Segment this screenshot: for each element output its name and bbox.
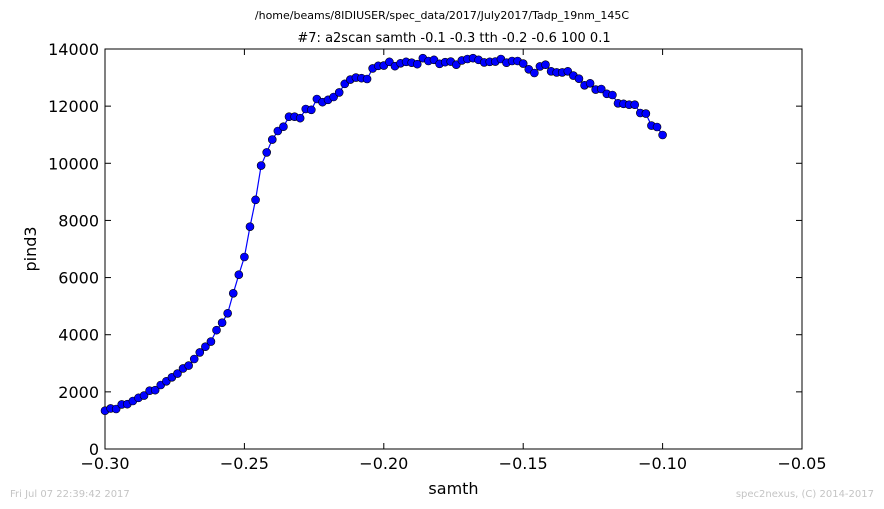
data-point [201, 342, 210, 352]
data-point [189, 354, 199, 364]
x-axis-label: samth [428, 479, 478, 498]
data-point [139, 391, 149, 400]
y-tick-label: 0 [89, 440, 99, 459]
x-tick-label: −0.10 [638, 454, 687, 473]
x-tick-label: −0.15 [499, 454, 548, 473]
data-point [630, 100, 640, 110]
y-tick-label: 2000 [58, 383, 99, 402]
data-point [295, 113, 305, 123]
data-point [412, 59, 422, 69]
data-point [195, 348, 205, 357]
data-point [307, 105, 316, 115]
axis-ticks [104, 48, 803, 450]
plot-frame [104, 48, 803, 450]
data-point [334, 88, 344, 97]
data-point [279, 122, 288, 132]
footer-timestamp: Fri Jul 07 22:39:42 2017 [10, 489, 130, 500]
data-point [362, 74, 372, 84]
data-point [574, 74, 584, 84]
data-point [641, 109, 651, 118]
series-line [104, 57, 664, 412]
data-point [245, 222, 255, 232]
x-tick-label: −0.05 [777, 454, 826, 473]
y-tick-label: 14000 [48, 40, 99, 59]
y-tick-label: 4000 [58, 326, 99, 345]
x-tick-label: −0.25 [220, 454, 269, 473]
y-axis-label: pind3 [21, 226, 40, 271]
y-tick-label: 8000 [58, 211, 99, 230]
data-point [652, 122, 662, 132]
data-point [206, 337, 216, 346]
data-point [251, 195, 260, 205]
data-point [150, 385, 160, 395]
data-point [240, 252, 249, 262]
data-point [256, 161, 266, 170]
y-tick-label: 12000 [48, 97, 99, 116]
data-point [111, 404, 121, 414]
y-tick-label: 10000 [48, 154, 99, 173]
data-point [585, 78, 595, 88]
data-point [608, 90, 617, 100]
axis-tick-labels: −0.30 −0.25 −0.20 −0.15 −0.10 −0.05 0 2000 4000 6… [48, 40, 826, 473]
data-point [212, 325, 221, 335]
data-point [658, 130, 667, 140]
y-tick-label: 6000 [58, 269, 99, 288]
data-point [184, 361, 193, 370]
chart-subtitle: #7: a2scan samth -0.1 -0.3 tth -0.2 -0.6… [297, 31, 610, 46]
x-tick-label: −0.30 [80, 454, 129, 473]
data-point [329, 92, 338, 102]
data-point [267, 135, 277, 144]
data-point [262, 148, 272, 157]
data-point [596, 84, 606, 94]
data-point [217, 318, 227, 328]
data-point [234, 270, 244, 280]
chart-path-title: /home/beams/8IDIUSER/spec_data/2017/July… [255, 9, 630, 22]
data-point [173, 369, 182, 378]
plot-area [100, 53, 667, 416]
data-point [228, 288, 238, 298]
data-point [518, 59, 528, 68]
x-tick-label: −0.20 [359, 454, 408, 473]
footer-credit: spec2nexus, (C) 2014-2017 [735, 489, 874, 500]
data-point [223, 308, 232, 318]
data-point [541, 60, 550, 70]
data-point [530, 68, 539, 78]
